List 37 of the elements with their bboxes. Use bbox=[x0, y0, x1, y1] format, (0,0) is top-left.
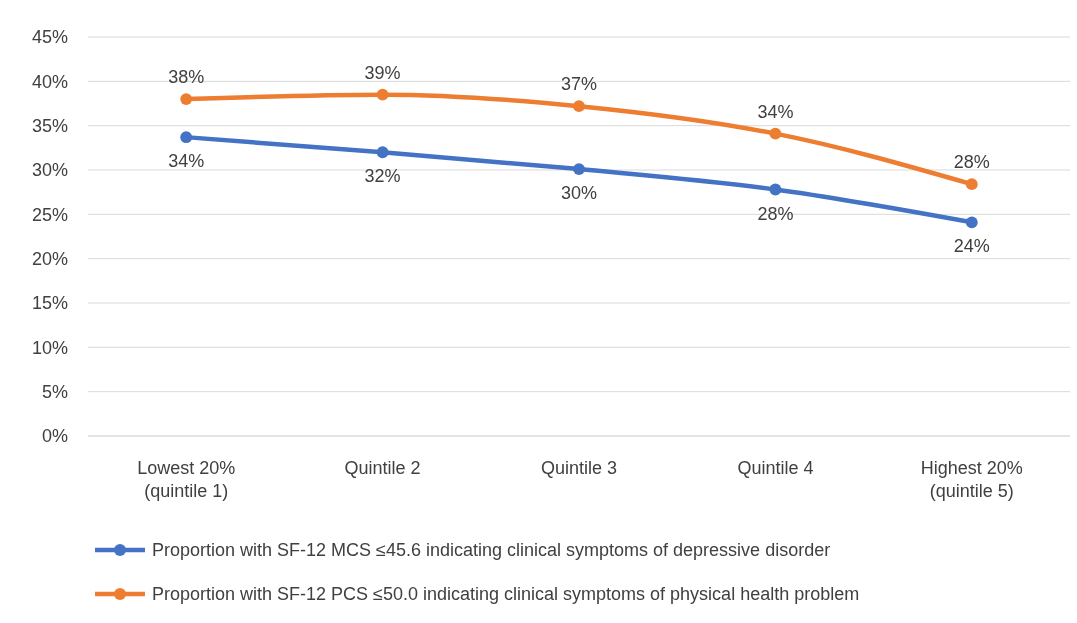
legend-label: Proportion with SF-12 MCS ≤45.6 indicating clinical symptoms of depressive disorder bbox=[152, 540, 831, 560]
point bbox=[180, 93, 193, 105]
data-label: 24% bbox=[953, 236, 990, 257]
point bbox=[376, 146, 389, 159]
legend-label: Proportion with SF-12 PCS ≤50.0 indicating clinical symptoms of physical health problem bbox=[152, 584, 860, 604]
point bbox=[965, 178, 978, 191]
x-tick-label: Quintile 3 bbox=[540, 458, 618, 478]
point bbox=[573, 163, 585, 176]
point bbox=[573, 100, 585, 113]
y-tick-label: 35% bbox=[31, 115, 68, 136]
data-label: 39% bbox=[364, 62, 401, 83]
data-label: 28% bbox=[757, 203, 794, 224]
x-tick-label: Highest 20% (quintile 5) bbox=[920, 458, 1023, 501]
point bbox=[965, 216, 978, 229]
point bbox=[376, 88, 389, 101]
x-tick-label: Quintile 2 bbox=[344, 458, 421, 478]
data-label: 34% bbox=[757, 101, 794, 122]
data-label: 30% bbox=[560, 183, 598, 204]
point bbox=[769, 127, 782, 140]
y-tick-label: 10% bbox=[31, 337, 68, 358]
data-label: 34% bbox=[168, 151, 205, 172]
y-tick-label: 0% bbox=[41, 426, 68, 447]
point bbox=[769, 183, 782, 196]
data-label: 37% bbox=[560, 74, 598, 95]
y-tick-label: 30% bbox=[31, 160, 68, 181]
data-label: 28% bbox=[953, 152, 990, 173]
y-tick-label: 40% bbox=[31, 71, 68, 92]
point bbox=[180, 131, 193, 144]
y-tick-label: 5% bbox=[41, 381, 68, 402]
x-tick-label: Quintile 4 bbox=[737, 458, 814, 478]
y-tick-label: 25% bbox=[31, 204, 68, 225]
y-tick-label: 45% bbox=[31, 27, 68, 48]
data-label: 38% bbox=[168, 67, 205, 88]
x-tick-label: Lowest 20% (quintile 1) bbox=[137, 458, 236, 501]
data-label: 32% bbox=[364, 166, 401, 187]
y-tick-label: 15% bbox=[31, 293, 68, 314]
y-tick-label: 20% bbox=[31, 248, 68, 269]
